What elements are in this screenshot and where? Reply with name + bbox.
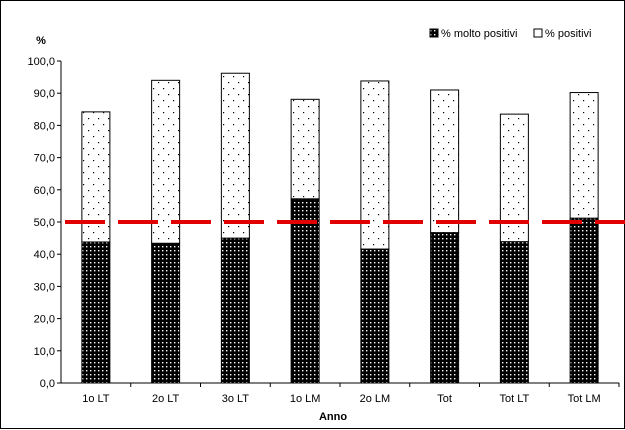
bar-molto-positivi (360, 248, 390, 384)
y-tick-label: 0,0 (40, 378, 55, 390)
bar-positivi (151, 79, 181, 244)
x-tick-label: 2o LT (152, 393, 180, 405)
legend-swatch-molto-positivi (429, 28, 439, 38)
x-tick-label: Tot LM (568, 393, 601, 405)
bar-positivi (220, 72, 250, 239)
bar-molto-positivi (151, 242, 181, 384)
bar-positivi (569, 92, 599, 219)
x-tick-label: 1o LT (82, 393, 110, 405)
y-tick-label: 100,0 (27, 56, 55, 68)
bar-molto-positivi (220, 237, 250, 384)
legend-swatch-positivi (533, 28, 543, 38)
y-tick-label: 60,0 (34, 185, 55, 197)
bar-molto-positivi (569, 217, 599, 384)
y-tick-label: 10,0 (34, 346, 55, 358)
y-tick-label: 20,0 (34, 314, 55, 326)
bar-molto-positivi (499, 241, 529, 384)
y-tick-label: 70,0 (34, 153, 55, 165)
x-tick-label: 2o LM (360, 393, 391, 405)
bar-molto-positivi (430, 232, 460, 384)
x-tick-label: Tot LT (499, 393, 529, 405)
bar-molto-positivi (290, 198, 320, 384)
x-tick-label: Tot (437, 393, 452, 405)
y-tick-label: 80,0 (34, 120, 55, 132)
legend-label-molto-positivi: % molto positivi (441, 28, 517, 40)
bars (81, 72, 599, 384)
legend: % molto positivi % positivi (429, 28, 591, 40)
x-tick-label: 1o LM (290, 393, 321, 405)
bar-positivi (290, 98, 320, 200)
y-tick-label: 90,0 (34, 88, 55, 100)
legend-label-positivi: % positivi (545, 28, 591, 40)
bar-positivi (430, 89, 460, 234)
y-tick-label: 30,0 (34, 281, 55, 293)
y-tick-label: 40,0 (34, 249, 55, 261)
y-tick-label: 50,0 (34, 217, 55, 229)
y-axis-title: % (36, 35, 46, 47)
x-axis-title: Anno (319, 411, 347, 423)
x-tick-label: 3o LT (222, 393, 250, 405)
x-axis: 1o LT 2o LT 3o LT 1o LM 2o LM Tot Tot LT Tot LM (61, 382, 620, 405)
y-axis: 0,0 10,0 20,0 30,0 40,0 50,0 60,0 70,0 80,0 90,0 1… (27, 56, 62, 390)
bar-molto-positivi (81, 241, 111, 384)
